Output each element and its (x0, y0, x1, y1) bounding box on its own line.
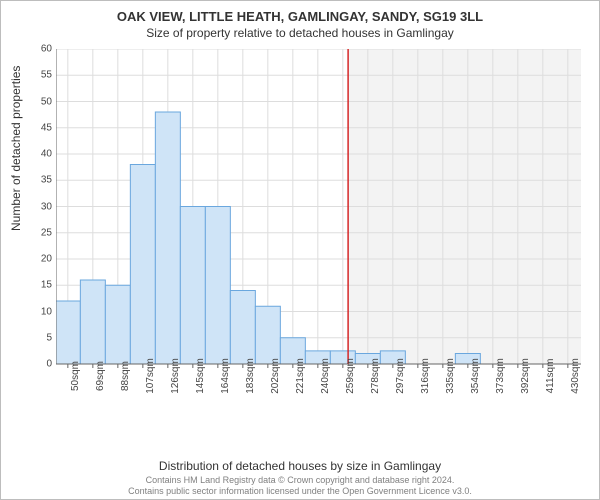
x-tick-label: 183sqm (239, 358, 256, 394)
y-tick-label: 30 (41, 201, 56, 212)
y-tick-label: 45 (41, 122, 56, 133)
histogram-bar (130, 165, 155, 365)
y-tick-label: 15 (41, 280, 56, 291)
histogram-bar (205, 207, 230, 365)
x-tick-label: 69sqm (89, 361, 106, 391)
x-tick-label: 373sqm (489, 358, 506, 394)
x-tick-label: 145sqm (189, 358, 206, 394)
histogram-bar (56, 301, 80, 364)
footer: Contains HM Land Registry data © Crown c… (1, 475, 599, 497)
x-tick-label: 392sqm (514, 358, 531, 394)
x-tick-label: 259sqm (339, 358, 356, 394)
x-tick-label: 202sqm (264, 358, 281, 394)
x-axis-label: Distribution of detached houses by size … (1, 459, 599, 473)
y-tick-label: 25 (41, 227, 56, 238)
histogram-bar (105, 285, 130, 364)
x-tick-label: 354sqm (464, 358, 481, 394)
x-tick-label: 50sqm (64, 361, 81, 391)
y-tick-label: 10 (41, 306, 56, 317)
x-tick-label: 278sqm (364, 358, 381, 394)
x-tick-label: 126sqm (164, 358, 181, 394)
x-tick-label: 335sqm (439, 358, 456, 394)
x-tick-label: 164sqm (214, 358, 231, 394)
chart-subtitle: Size of property relative to detached ho… (1, 24, 599, 40)
y-tick-label: 55 (41, 70, 56, 81)
y-tick-label: 60 (41, 44, 56, 55)
x-tick-label: 430sqm (564, 358, 581, 394)
histogram-bar (255, 306, 280, 364)
y-axis-label: Number of detached properties (9, 66, 23, 231)
x-tick-label: 411sqm (539, 359, 556, 394)
x-tick-label: 88sqm (114, 361, 131, 391)
footer-line-1: Contains HM Land Registry data © Crown c… (1, 475, 599, 486)
y-tick-label: 40 (41, 149, 56, 160)
y-tick-label: 0 (46, 359, 56, 370)
x-tick-label: 221sqm (289, 358, 306, 394)
footer-line-2: Contains public sector information licen… (1, 486, 599, 497)
x-tick-label: 240sqm (314, 358, 331, 394)
chart-title: OAK VIEW, LITTLE HEATH, GAMLINGAY, SANDY… (1, 1, 599, 24)
y-tick-label: 50 (41, 96, 56, 107)
histogram-bar (180, 207, 205, 365)
x-tick-label: 107sqm (139, 358, 156, 394)
x-tick-label: 316sqm (414, 358, 431, 394)
x-tick-label: 297sqm (389, 358, 406, 394)
histogram-bar (230, 291, 255, 365)
histogram-bar (155, 112, 180, 364)
y-tick-label: 5 (46, 332, 56, 343)
histogram-bar (80, 280, 105, 364)
y-tick-label: 20 (41, 254, 56, 265)
plot-area: 051015202530354045505560 50sqm69sqm88sqm… (56, 49, 581, 419)
chart-container: OAK VIEW, LITTLE HEATH, GAMLINGAY, SANDY… (0, 0, 600, 500)
y-tick-label: 35 (41, 175, 56, 186)
